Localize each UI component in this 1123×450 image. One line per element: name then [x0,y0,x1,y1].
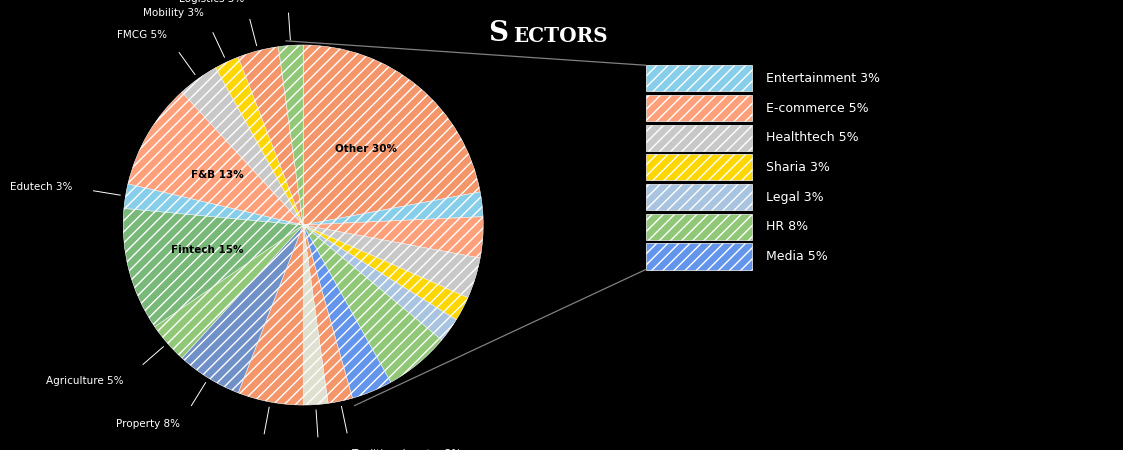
Text: S: S [489,20,509,47]
Wedge shape [155,225,303,358]
Text: Fintech 15%: Fintech 15% [171,245,244,255]
Wedge shape [303,225,441,382]
Wedge shape [238,47,303,225]
Wedge shape [303,217,483,258]
Wedge shape [303,225,481,298]
Text: Legal 3%: Legal 3% [766,191,823,203]
Text: Traditional sector 3%: Traditional sector 3% [351,449,462,450]
Text: E-commerce 5%: E-commerce 5% [766,102,868,114]
Text: Agriculture 5%: Agriculture 5% [46,376,124,386]
Wedge shape [303,225,456,340]
Wedge shape [279,45,303,225]
Text: Media 5%: Media 5% [766,250,828,263]
Wedge shape [303,225,328,405]
Wedge shape [303,225,468,320]
Wedge shape [303,192,483,225]
Wedge shape [124,208,303,327]
Wedge shape [182,225,303,393]
Text: Mobility 3%: Mobility 3% [143,8,203,18]
Text: F&B 13%: F&B 13% [192,170,244,180]
Text: Sharia 3%: Sharia 3% [766,161,830,174]
Wedge shape [303,225,391,398]
Wedge shape [182,68,303,225]
Text: Logistics 5%: Logistics 5% [180,0,245,4]
Text: Property 8%: Property 8% [116,419,180,429]
Wedge shape [303,225,353,403]
Wedge shape [238,225,303,405]
Wedge shape [128,92,303,225]
Text: Entertainment 3%: Entertainment 3% [766,72,880,85]
Wedge shape [303,45,481,225]
Text: HR 8%: HR 8% [766,220,809,233]
Text: Edutech 3%: Edutech 3% [10,182,72,192]
Wedge shape [124,184,303,225]
Text: FMCG 5%: FMCG 5% [117,30,166,40]
Text: Healthtech 5%: Healthtech 5% [766,131,858,144]
Text: Other 30%: Other 30% [336,144,398,154]
Text: ECTORS: ECTORS [513,26,608,45]
Wedge shape [216,57,303,225]
